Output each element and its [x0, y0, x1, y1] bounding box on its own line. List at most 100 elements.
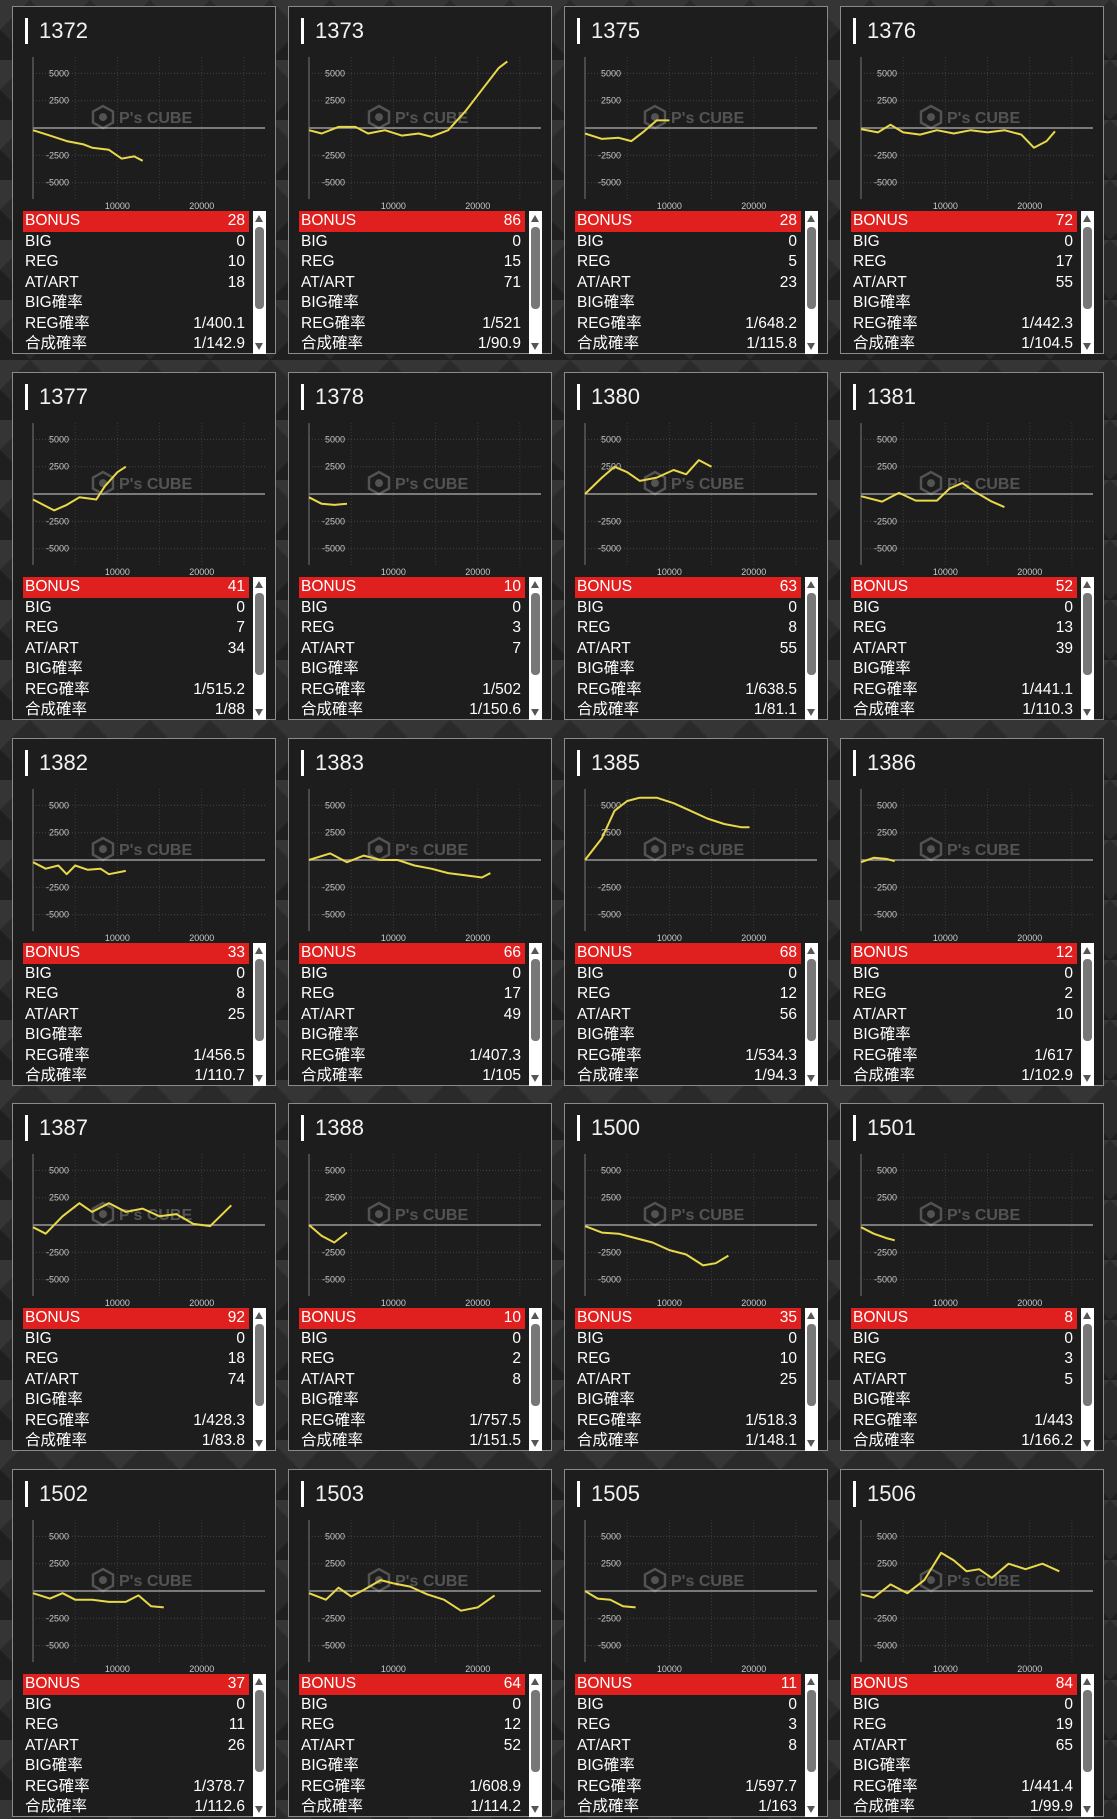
stats-scrollbar[interactable] — [805, 943, 818, 1086]
scroll-down-icon[interactable] — [807, 1440, 815, 1447]
scroll-up-icon[interactable] — [807, 215, 815, 222]
scroll-down-icon[interactable] — [531, 1806, 539, 1813]
scroll-thumb[interactable] — [807, 227, 816, 309]
machine-card[interactable]: 1375 5000 2500 -2500 -5000 10000 20000 P's CUBE… — [564, 6, 828, 354]
scroll-up-icon[interactable] — [255, 1312, 263, 1319]
scroll-up-icon[interactable] — [1083, 1312, 1091, 1319]
machine-card[interactable]: 1500 5000 2500 -2500 -5000 10000 20000 P's CUBE… — [564, 1103, 828, 1451]
scroll-thumb[interactable] — [531, 593, 540, 675]
scroll-down-icon[interactable] — [531, 1440, 539, 1447]
stats-scrollbar[interactable] — [529, 577, 542, 720]
scroll-down-icon[interactable] — [1083, 1075, 1091, 1082]
stats-scrollbar[interactable] — [253, 577, 266, 720]
scroll-thumb[interactable] — [255, 593, 264, 675]
scroll-down-icon[interactable] — [1083, 709, 1091, 716]
scroll-thumb[interactable] — [807, 959, 816, 1041]
scroll-up-icon[interactable] — [255, 1678, 263, 1685]
machine-card[interactable]: 1501 5000 2500 -2500 -5000 10000 20000 P's CUBE… — [840, 1103, 1104, 1451]
scroll-up-icon[interactable] — [255, 215, 263, 222]
scroll-down-icon[interactable] — [807, 709, 815, 716]
stats-scrollbar[interactable] — [253, 211, 266, 354]
machine-card[interactable]: 1373 5000 2500 -2500 -5000 10000 20000 P's CUBE… — [288, 6, 552, 354]
stats-scrollbar[interactable] — [529, 943, 542, 1086]
machine-card[interactable]: 1382 5000 2500 -2500 -5000 10000 20000 P's CUBE… — [12, 738, 276, 1086]
stats-scrollbar[interactable] — [805, 577, 818, 720]
scroll-thumb[interactable] — [1083, 1324, 1092, 1406]
scroll-up-icon[interactable] — [807, 947, 815, 954]
scroll-down-icon[interactable] — [531, 709, 539, 716]
scroll-down-icon[interactable] — [807, 1806, 815, 1813]
scroll-thumb[interactable] — [1083, 959, 1092, 1041]
scroll-down-icon[interactable] — [1083, 343, 1091, 350]
scroll-up-icon[interactable] — [255, 947, 263, 954]
scroll-up-icon[interactable] — [255, 581, 263, 588]
scroll-down-icon[interactable] — [255, 343, 263, 350]
scroll-up-icon[interactable] — [531, 947, 539, 954]
scroll-up-icon[interactable] — [807, 1312, 815, 1319]
scroll-thumb[interactable] — [531, 1690, 540, 1772]
machine-card[interactable]: 1377 5000 2500 -2500 -5000 10000 20000 P's CUBE… — [12, 372, 276, 720]
machine-card[interactable]: 1506 5000 2500 -2500 -5000 10000 20000 P's CUBE… — [840, 1469, 1104, 1817]
scroll-thumb[interactable] — [807, 1690, 816, 1772]
stats-scrollbar[interactable] — [253, 1674, 266, 1817]
machine-card[interactable]: 1388 5000 2500 -2500 -5000 10000 20000 P's CUBE… — [288, 1103, 552, 1451]
machine-card[interactable]: 1387 5000 2500 -2500 -5000 10000 20000 P's CUBE… — [12, 1103, 276, 1451]
scroll-up-icon[interactable] — [531, 581, 539, 588]
machine-card[interactable]: 1386 5000 2500 -2500 -5000 10000 20000 P's CUBE… — [840, 738, 1104, 1086]
scroll-thumb[interactable] — [1083, 593, 1092, 675]
stats-scrollbar[interactable] — [805, 211, 818, 354]
scroll-down-icon[interactable] — [531, 343, 539, 350]
scroll-thumb[interactable] — [255, 1690, 264, 1772]
scroll-down-icon[interactable] — [255, 709, 263, 716]
machine-card[interactable]: 1376 5000 2500 -2500 -5000 10000 20000 P's CUBE… — [840, 6, 1104, 354]
machine-card[interactable]: 1378 5000 2500 -2500 -5000 10000 20000 P's CUBE… — [288, 372, 552, 720]
scroll-down-icon[interactable] — [255, 1075, 263, 1082]
scroll-down-icon[interactable] — [807, 1075, 815, 1082]
scroll-up-icon[interactable] — [807, 581, 815, 588]
stats-scrollbar[interactable] — [1081, 943, 1094, 1086]
scroll-thumb[interactable] — [255, 959, 264, 1041]
scroll-thumb[interactable] — [531, 1324, 540, 1406]
scroll-down-icon[interactable] — [255, 1806, 263, 1813]
machine-card[interactable]: 1372 5000 2500 -2500 -5000 10000 20000 P's CUBE… — [12, 6, 276, 354]
machine-card[interactable]: 1505 5000 2500 -2500 -5000 10000 20000 P's CUBE… — [564, 1469, 828, 1817]
stats-scrollbar[interactable] — [805, 1308, 818, 1451]
machine-card[interactable]: 1502 5000 2500 -2500 -5000 10000 20000 P's CUBE… — [12, 1469, 276, 1817]
scroll-down-icon[interactable] — [255, 1440, 263, 1447]
machine-card[interactable]: 1385 5000 2500 -2500 -5000 10000 20000 P's CUBE… — [564, 738, 828, 1086]
stats-scrollbar[interactable] — [529, 1674, 542, 1817]
scroll-up-icon[interactable] — [807, 1678, 815, 1685]
stats-scrollbar[interactable] — [529, 1308, 542, 1451]
scroll-up-icon[interactable] — [1083, 581, 1091, 588]
scroll-up-icon[interactable] — [1083, 1678, 1091, 1685]
scroll-thumb[interactable] — [531, 227, 540, 309]
scroll-down-icon[interactable] — [1083, 1806, 1091, 1813]
stats-scrollbar[interactable] — [1081, 1674, 1094, 1817]
stats-scrollbar[interactable] — [253, 943, 266, 1086]
scroll-down-icon[interactable] — [531, 1075, 539, 1082]
scroll-up-icon[interactable] — [531, 1312, 539, 1319]
scroll-up-icon[interactable] — [531, 1678, 539, 1685]
scroll-down-icon[interactable] — [807, 343, 815, 350]
scroll-up-icon[interactable] — [1083, 947, 1091, 954]
scroll-down-icon[interactable] — [1083, 1440, 1091, 1447]
stats-scrollbar[interactable] — [805, 1674, 818, 1817]
scroll-up-icon[interactable] — [1083, 215, 1091, 222]
machine-card[interactable]: 1380 5000 2500 -2500 -5000 10000 20000 P's CUBE… — [564, 372, 828, 720]
scroll-thumb[interactable] — [255, 227, 264, 309]
scroll-thumb[interactable] — [531, 959, 540, 1041]
machine-card[interactable]: 1503 5000 2500 -2500 -5000 10000 20000 P's CUBE… — [288, 1469, 552, 1817]
scroll-up-icon[interactable] — [531, 215, 539, 222]
machine-card[interactable]: 1381 5000 2500 -2500 -5000 10000 20000 P's CUBE… — [840, 372, 1104, 720]
scroll-thumb[interactable] — [807, 1324, 816, 1406]
machine-card[interactable]: 1383 5000 2500 -2500 -5000 10000 20000 P's CUBE… — [288, 738, 552, 1086]
scroll-thumb[interactable] — [255, 1324, 264, 1406]
scroll-thumb[interactable] — [1083, 227, 1092, 309]
stats-scrollbar[interactable] — [1081, 211, 1094, 354]
scroll-thumb[interactable] — [807, 593, 816, 675]
stats-scrollbar[interactable] — [529, 211, 542, 354]
stats-scrollbar[interactable] — [1081, 1308, 1094, 1451]
stats-scrollbar[interactable] — [253, 1308, 266, 1451]
scroll-thumb[interactable] — [1083, 1690, 1092, 1772]
stats-scrollbar[interactable] — [1081, 577, 1094, 720]
